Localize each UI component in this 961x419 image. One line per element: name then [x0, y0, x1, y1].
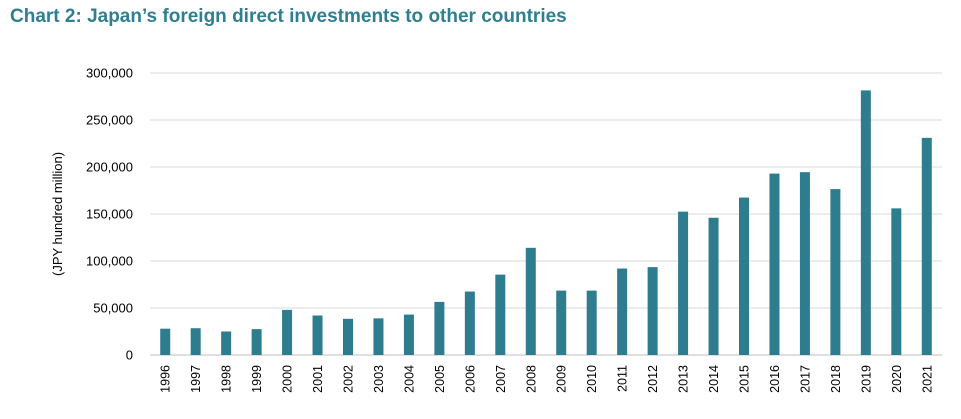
- bar-2018: [830, 189, 841, 355]
- bar-2005: [434, 301, 445, 355]
- y-tick-label: 300,000: [86, 66, 133, 81]
- bar-2004: [403, 314, 414, 355]
- bar-1999: [251, 329, 262, 355]
- bar-2013: [678, 211, 689, 355]
- x-tick-label: 2007: [494, 365, 508, 393]
- x-tick-label: 2016: [768, 365, 782, 393]
- x-tick-label: 1997: [189, 365, 203, 393]
- y-axis-label: (JPY hundred million): [50, 152, 65, 276]
- gridlines: [150, 72, 942, 356]
- y-tick-label: 0: [126, 348, 133, 363]
- chart-title: Chart 2: Japan’s foreign direct investme…: [10, 6, 567, 27]
- x-tick-label: 1996: [159, 365, 173, 393]
- bar-2009: [556, 290, 567, 355]
- x-tick-label: 2002: [342, 365, 356, 393]
- y-axis-ticks: 0 50,000 100,000 150,000 200,000 250,000 300,0…: [86, 66, 133, 363]
- y-tick-label: 50,000: [93, 301, 133, 316]
- x-tick-label: 2020: [890, 365, 904, 393]
- bar-2000: [282, 309, 293, 355]
- y-tick-label: 150,000: [86, 207, 133, 222]
- bars: [160, 90, 932, 355]
- x-tick-label: 2003: [372, 365, 386, 393]
- x-tick-label: 2017: [798, 365, 812, 393]
- bar-2010: [586, 290, 597, 355]
- bar-1996: [160, 328, 171, 355]
- bar-2021: [921, 137, 932, 355]
- x-tick-label: 2001: [311, 365, 325, 393]
- bar-2016: [769, 173, 780, 355]
- bar-2001: [312, 315, 323, 355]
- y-tick-label: 100,000: [86, 254, 133, 269]
- bar-2002: [343, 318, 353, 355]
- x-tick-label: 2012: [646, 365, 660, 393]
- x-tick-label: 2006: [463, 365, 477, 393]
- x-tick-label: 2021: [920, 365, 934, 393]
- bar-2008: [525, 247, 536, 355]
- x-axis-ticks: 1996 1997 1998 1999 2000 2001 2002 2003 2004 2005…: [159, 365, 935, 393]
- bar-1997: [190, 328, 201, 355]
- y-tick-label: 200,000: [86, 160, 133, 175]
- x-tick-label: 2008: [524, 365, 538, 393]
- x-tick-label: 2010: [585, 365, 599, 393]
- x-tick-label: 1998: [220, 365, 234, 393]
- bar-2017: [799, 172, 810, 355]
- bar-1998: [221, 331, 232, 355]
- bar-2006: [464, 291, 475, 355]
- bar-2015: [739, 197, 749, 355]
- bar-2014: [708, 217, 719, 355]
- bar-2012: [647, 267, 658, 355]
- bar-2020: [891, 208, 902, 355]
- bar-2019: [860, 90, 871, 355]
- x-tick-label: 2009: [555, 365, 569, 393]
- x-tick-label: 2011: [616, 365, 630, 392]
- x-tick-label: 2005: [433, 365, 447, 393]
- y-tick-label: 250,000: [86, 113, 133, 128]
- x-tick-label: 1999: [250, 365, 264, 393]
- x-tick-label: 2004: [402, 365, 416, 393]
- bar-2007: [495, 274, 506, 355]
- bar-2003: [373, 318, 384, 355]
- x-tick-label: 2018: [829, 365, 843, 393]
- x-tick-label: 2013: [677, 365, 691, 393]
- x-tick-label: 2019: [859, 365, 873, 393]
- x-tick-label: 2014: [707, 365, 721, 393]
- x-tick-label: 2015: [738, 365, 752, 393]
- bar-2011: [617, 268, 628, 355]
- x-tick-label: 2000: [281, 365, 295, 393]
